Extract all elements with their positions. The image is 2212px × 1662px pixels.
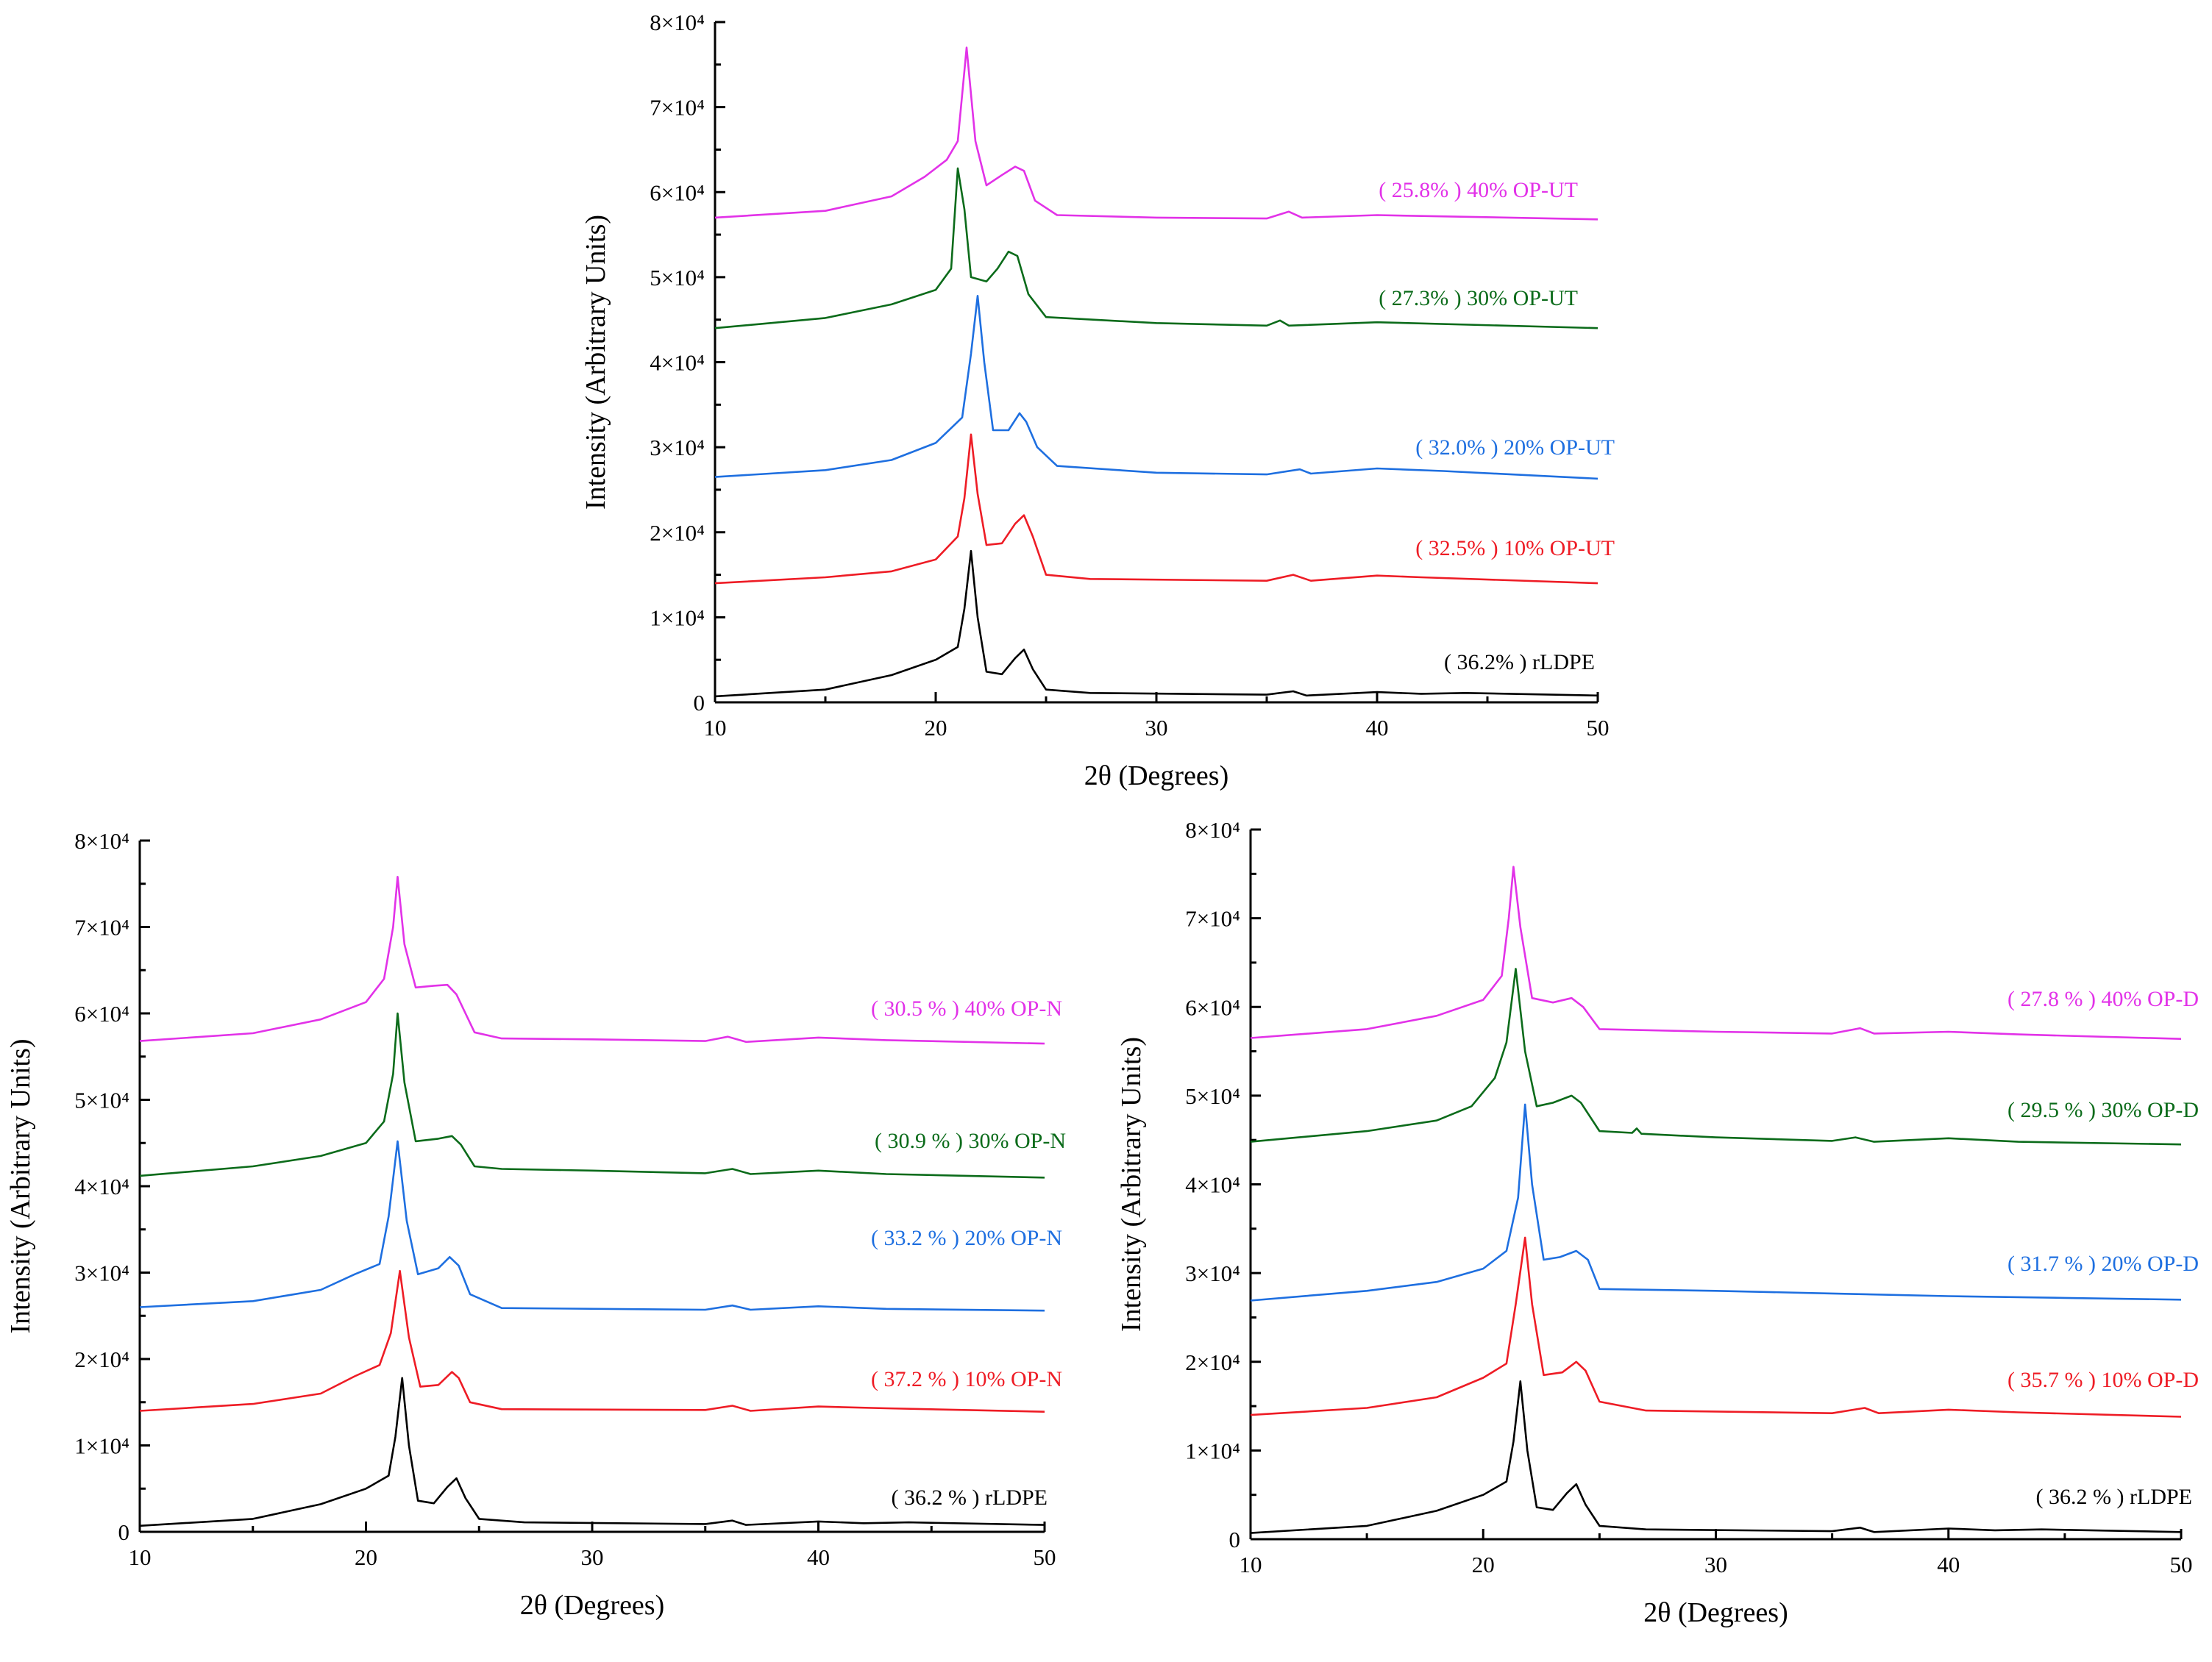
x-tick-label: 50 [2170, 1552, 2193, 1577]
y-tick-label: 0 [1229, 1527, 1241, 1552]
series-label: ( 37.2 % ) 10% OP-N [871, 1367, 1062, 1391]
series-label: ( 30.9 % ) 30% OP-N [875, 1129, 1066, 1153]
series-label: ( 33.2 % ) 20% OP-N [871, 1226, 1062, 1250]
series-line-4 [714, 46, 1598, 221]
series-line-0 [1250, 1380, 2182, 1534]
bottom-right-panel: 10 20 30 40 50 0 1×10⁴ 2×10⁴ 3×10⁴ 4×10⁴ 5×10⁴ 6×10… [1116, 817, 2199, 1628]
x-tick-label: 50 [1034, 1544, 1056, 1570]
y-axis-title: Intensity (Arbitrary Units) [580, 215, 611, 510]
x-tick-label: 30 [581, 1544, 604, 1570]
x-tick-label: 20 [925, 715, 947, 741]
y-tick-label: 6×10⁴ [650, 179, 705, 205]
x-tick-label: 40 [1937, 1552, 1960, 1577]
series-line-2 [139, 1140, 1045, 1312]
y-tick-label: 3×10⁴ [650, 435, 705, 460]
x-tick-label: 10 [704, 715, 727, 741]
y-tick-label: 1×10⁴ [650, 604, 705, 630]
x-tick-label: 20 [355, 1544, 377, 1570]
x-axis-title: 2θ (Degrees) [520, 1590, 665, 1621]
series-line-4 [139, 876, 1045, 1045]
y-tick-label: 0 [694, 690, 705, 716]
x-tick-label: 20 [1472, 1552, 1495, 1577]
x-tick-label: 10 [1240, 1552, 1262, 1577]
x-tick-label: 30 [1704, 1552, 1727, 1577]
bottom-left-panel: 10 20 30 40 50 0 1×10⁴ 2×10⁴ 3×10⁴ 4×10⁴ 5×10⁴ 6×10… [5, 828, 1066, 1621]
y-tick-label: 5×10⁴ [650, 265, 705, 290]
series-line-3 [1250, 968, 2182, 1146]
top-panel: 10 20 30 40 50 0 1×10⁴ 2×10⁴ 3×10⁴ 4×10⁴ 5×10⁴ 6×10… [580, 10, 1615, 791]
y-tick-label: 8×10⁴ [650, 10, 705, 35]
y-tick-label: 7×10⁴ [650, 95, 705, 121]
series-line-0 [139, 1377, 1045, 1527]
y-tick-label: 5×10⁴ [74, 1088, 129, 1113]
series-line-2 [714, 295, 1598, 480]
y-tick-label: 7×10⁴ [74, 915, 129, 941]
y-tick-label: 1×10⁴ [1185, 1438, 1240, 1463]
series-line-1 [139, 1269, 1045, 1413]
series-label: ( 36.2 % ) rLDPE [2036, 1485, 2192, 1509]
series-label: ( 30.5 % ) 40% OP-N [871, 996, 1062, 1021]
series-line-1 [1250, 1236, 2182, 1418]
y-tick-label: 4×10⁴ [650, 350, 705, 376]
y-tick-label: 8×10⁴ [1185, 817, 1240, 843]
x-tick-label: 40 [1366, 715, 1389, 741]
y-tick-label: 1×10⁴ [74, 1433, 129, 1459]
y-tick-label: 3×10⁴ [1185, 1260, 1240, 1286]
y-tick-label: 6×10⁴ [1185, 994, 1240, 1020]
series-line-1 [714, 433, 1598, 585]
x-tick-label: 40 [807, 1544, 830, 1570]
series-label: ( 32.5% ) 10% OP-UT [1415, 536, 1615, 560]
series-label: ( 35.7 % ) 10% OP-D [2007, 1368, 2199, 1392]
series-label: ( 29.5 % ) 30% OP-D [2007, 1098, 2199, 1122]
series-label: ( 36.2 % ) rLDPE [892, 1486, 1048, 1510]
y-tick-label: 4×10⁴ [74, 1174, 129, 1199]
y-axis-title: Intensity (Arbitrary Units) [1116, 1037, 1147, 1332]
y-tick-label: 0 [118, 1519, 130, 1545]
y-tick-label: 6×10⁴ [74, 1001, 129, 1027]
series-line-3 [714, 167, 1598, 329]
y-tick-label: 8×10⁴ [74, 828, 129, 854]
x-tick-label: 10 [129, 1544, 152, 1570]
x-tick-label: 30 [1145, 715, 1168, 741]
series-label: ( 27.3% ) 30% OP-UT [1379, 286, 1578, 310]
series-label: ( 27.8 % ) 40% OP-D [2007, 987, 2199, 1011]
x-tick-label: 50 [1587, 715, 1610, 741]
y-tick-label: 4×10⁴ [1185, 1172, 1240, 1198]
y-tick-label: 3×10⁴ [74, 1260, 129, 1286]
y-tick-label: 2×10⁴ [74, 1347, 129, 1372]
series-line-4 [1250, 866, 2182, 1040]
x-axis-title: 2θ (Degrees) [1643, 1597, 1788, 1628]
series-line-3 [139, 1012, 1045, 1179]
series-line-0 [714, 549, 1598, 698]
series-label: ( 25.8% ) 40% OP-UT [1379, 178, 1578, 202]
y-tick-label: 2×10⁴ [1185, 1349, 1240, 1375]
series-line-2 [1250, 1103, 2182, 1302]
y-tick-label: 5×10⁴ [1185, 1083, 1240, 1109]
y-axis-title: Intensity (Arbitrary Units) [5, 1038, 36, 1333]
y-tick-label: 7×10⁴ [1185, 906, 1240, 932]
series-label: ( 36.2% ) rLDPE [1444, 650, 1595, 674]
y-tick-label: 2×10⁴ [650, 520, 705, 546]
series-label: ( 32.0% ) 20% OP-UT [1415, 435, 1615, 460]
x-axis-title: 2θ (Degrees) [1084, 760, 1229, 791]
series-label: ( 31.7 % ) 20% OP-D [2007, 1252, 2199, 1276]
